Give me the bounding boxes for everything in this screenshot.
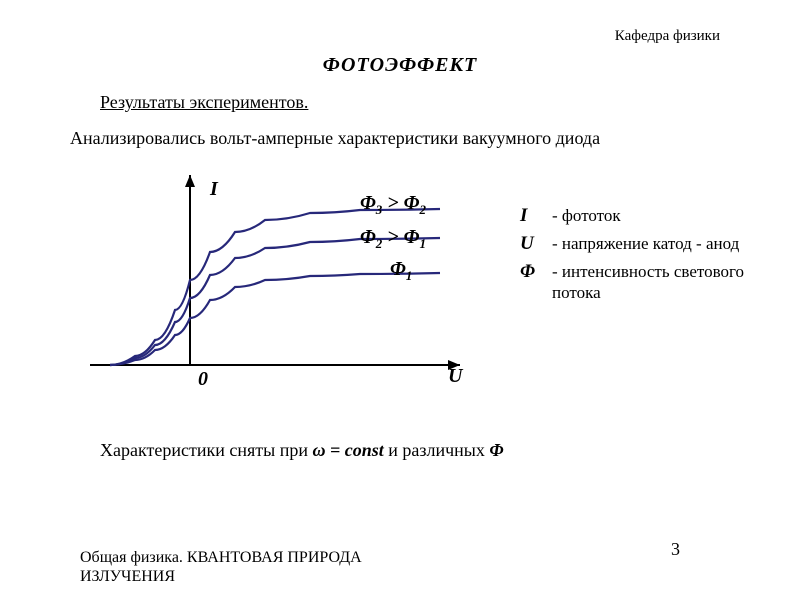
legend-symbol: U [520, 233, 548, 255]
legend-row-1: U- напряжение катод - анод [520, 233, 752, 255]
curve-label-phi1: Φ1 [390, 258, 412, 284]
body-text: Анализировались вольт-амперные характери… [70, 128, 600, 149]
axis-label-zero: 0 [198, 368, 208, 391]
legend-desc: - напряжение катод - анод [552, 233, 739, 254]
caption-prefix: Характеристики сняты при [100, 440, 312, 460]
caption-middle: и различных [388, 440, 489, 460]
legend-desc: - интенсивность светового потока [552, 261, 752, 304]
legend-row-0: I- фототок [520, 205, 752, 227]
curve-phi1 [110, 273, 440, 365]
page-number: 3 [671, 539, 680, 560]
footer-text: Общая физика. КВАНТОВАЯ ПРИРОДА ИЗЛУЧЕНИ… [80, 548, 362, 586]
legend: I- фототокU- напряжение катод - анодΦ- и… [520, 205, 752, 310]
legend-row-2: Φ- интенсивность светового потока [520, 261, 752, 304]
section-subtitle: Результаты экспериментов. [100, 92, 308, 113]
page-title: ФОТОЭФФЕКТ [0, 54, 800, 77]
legend-symbol: I [520, 205, 548, 227]
footer-line2: ИЗЛУЧЕНИЯ [80, 568, 175, 585]
axis-label-u: U [448, 365, 462, 388]
caption-phi: Φ [489, 440, 503, 460]
curve-label-phi2: Φ2 > Φ1 [360, 226, 426, 252]
footer-line1: Общая физика. КВАНТОВАЯ ПРИРОДА [80, 549, 362, 566]
department-label: Кафедра физики [615, 28, 720, 45]
chart-caption: Характеристики сняты при ω = const и раз… [100, 440, 504, 461]
axis-label-i: I [210, 178, 218, 201]
caption-omega: ω [312, 440, 325, 460]
iv-chart: I U 0 Φ1 Φ2 > Φ1 Φ3 > Φ2 [80, 170, 480, 400]
caption-eq-const: = const [326, 440, 389, 460]
legend-desc: - фототок [552, 205, 621, 226]
legend-symbol: Φ [520, 261, 548, 283]
curve-label-phi3: Φ3 > Φ2 [360, 192, 426, 218]
